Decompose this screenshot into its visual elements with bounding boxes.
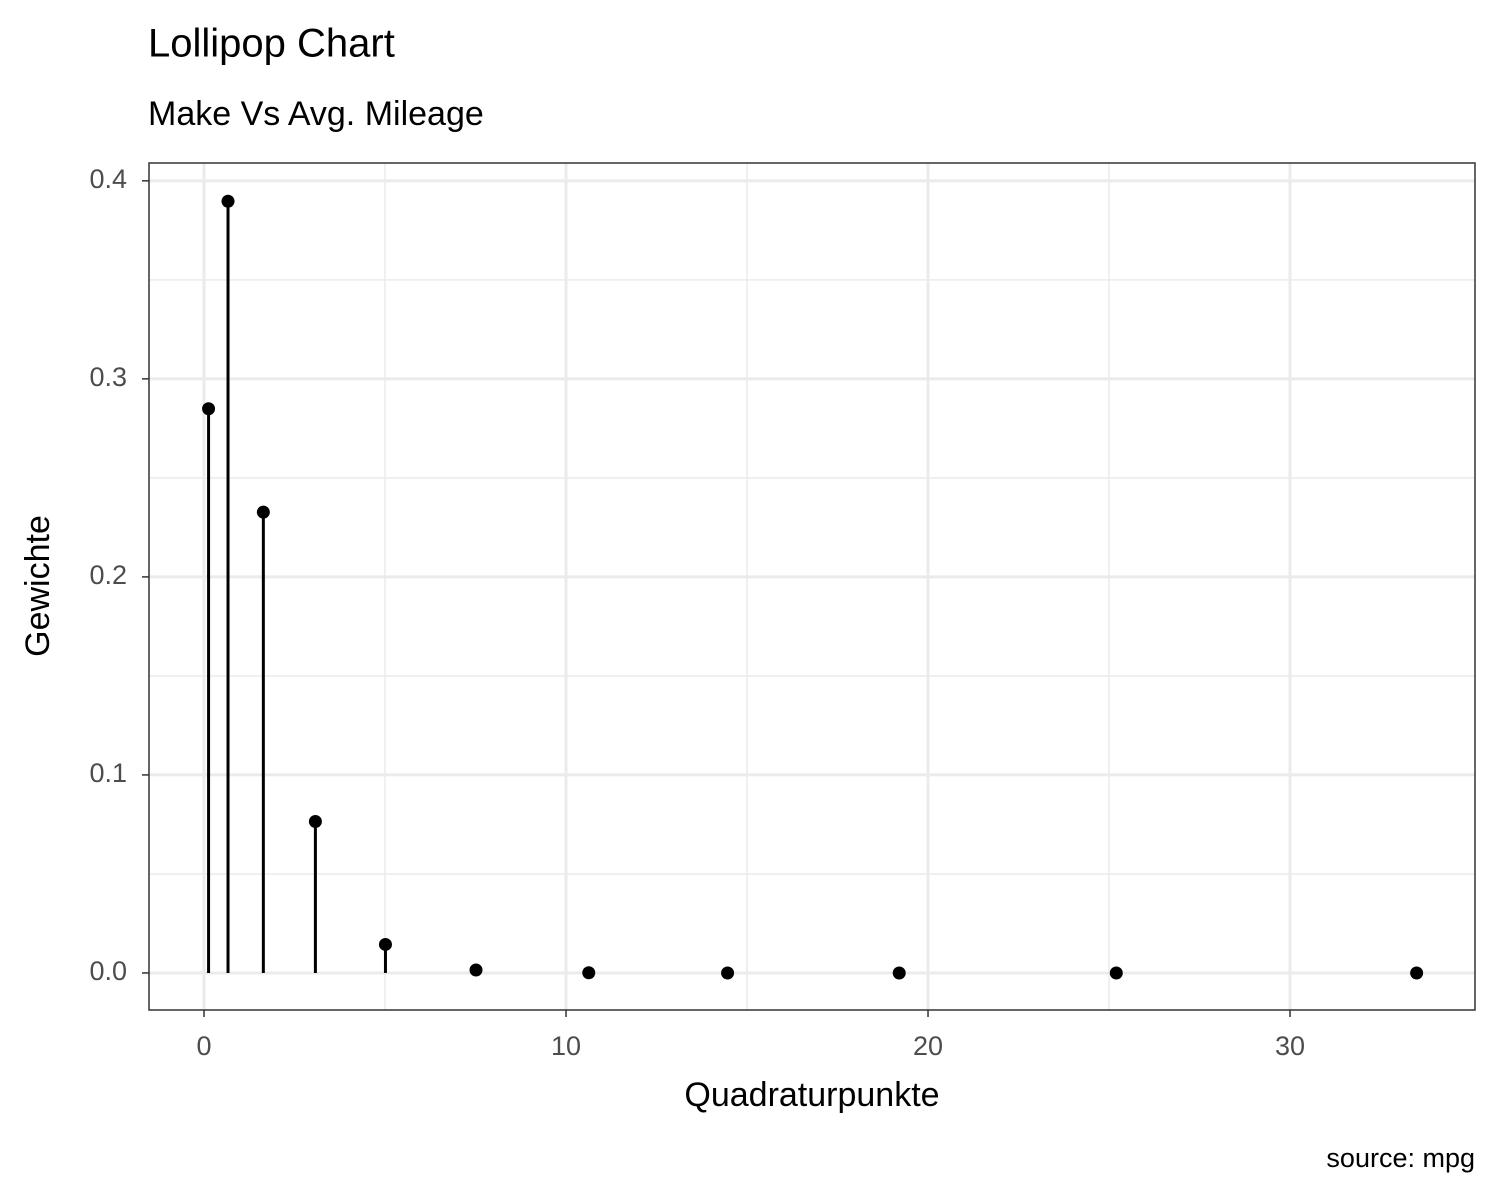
point (308, 814, 322, 828)
point (221, 194, 235, 208)
x-tick-label: 20 (913, 1031, 943, 1061)
x-tick-label: 10 (551, 1031, 581, 1061)
point (469, 963, 483, 977)
caption: source: mpg (1326, 1143, 1475, 1173)
grid-layer (149, 163, 1475, 1010)
y-axis-title: Gewichte (19, 515, 57, 657)
x-tick-label: 30 (1275, 1031, 1305, 1061)
chart-subtitle: Make Vs Avg. Mileage (148, 95, 484, 133)
marks-layer (202, 194, 1424, 980)
point (1109, 966, 1123, 980)
y-tick-label: 0.2 (89, 560, 127, 590)
chart-title: Lollipop Chart (148, 22, 395, 66)
y-tick-label: 0.0 (89, 956, 127, 986)
panel-border (148, 162, 1476, 1011)
point (721, 966, 735, 980)
point (892, 966, 906, 980)
point (202, 402, 216, 416)
point (378, 937, 392, 951)
y-tick-label: 0.3 (89, 362, 127, 392)
point (1410, 966, 1424, 980)
x-tick-label: 0 (197, 1031, 212, 1061)
y-tick-label: 0.1 (89, 758, 127, 788)
point (256, 505, 270, 519)
point (582, 966, 596, 980)
y-tick-label: 0.4 (89, 164, 127, 194)
x-axis-title: Quadraturpunkte (684, 1076, 939, 1114)
